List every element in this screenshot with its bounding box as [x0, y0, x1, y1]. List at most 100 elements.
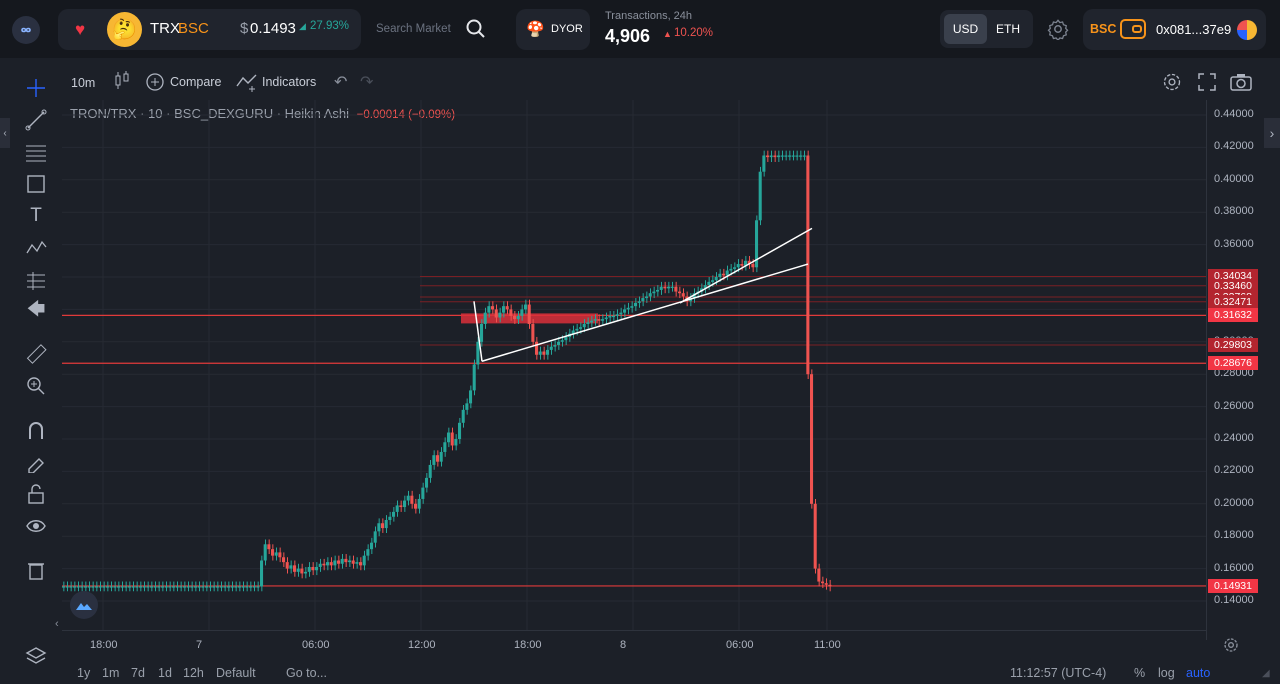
candle-body	[549, 346, 553, 350]
layers-icon[interactable]	[22, 642, 50, 670]
candle-body	[612, 315, 616, 318]
currency-eth-label: ETH	[996, 22, 1020, 36]
left-panel-toggle[interactable]: ‹	[0, 118, 10, 148]
wallet-pill[interactable]: BSC 0x081...37e9	[1083, 9, 1266, 50]
redo-icon[interactable]: ↷	[360, 74, 374, 91]
search-icon[interactable]	[466, 19, 486, 39]
candle-body	[579, 327, 583, 329]
log-toggle[interactable]: log	[1158, 666, 1175, 680]
candle-style-icon[interactable]	[113, 71, 131, 91]
price-axis-label: 0.14000	[1214, 594, 1254, 606]
candle-body	[443, 442, 447, 452]
candle-body	[615, 314, 619, 316]
candle-body	[531, 323, 535, 342]
candle-body	[762, 155, 766, 172]
range-button-default[interactable]: Default	[216, 666, 256, 680]
time-axis-label: 8	[620, 639, 627, 651]
candle-body	[784, 155, 788, 157]
pattern-icon[interactable]	[22, 234, 50, 262]
candle-body	[234, 586, 238, 588]
settings-gear-icon[interactable]	[1047, 18, 1069, 40]
scroll-left-icon[interactable]: ‹	[55, 618, 59, 630]
zoom-in-icon[interactable]	[22, 372, 50, 400]
transactions-label: Transactions, 24h	[605, 10, 693, 22]
favorite-heart-icon[interactable]: ♥	[75, 20, 86, 39]
price-tag: 0.14931	[1208, 578, 1258, 593]
search-input[interactable]: Search Market	[376, 23, 451, 35]
candle-body	[524, 304, 528, 310]
candle-body	[395, 505, 399, 512]
candle-body	[329, 562, 333, 566]
time-axis-label: 11:00	[814, 639, 841, 651]
prediction-icon[interactable]	[22, 266, 50, 294]
rectangle-icon[interactable]	[22, 170, 50, 198]
transactions-change: 10.20%	[674, 27, 714, 39]
lock-drawing-icon[interactable]	[22, 448, 50, 476]
currency-eth-button[interactable]: ETH	[988, 14, 1028, 44]
unlock-icon[interactable]	[22, 480, 50, 508]
candle-body	[318, 563, 322, 567]
undo-icon[interactable]: ↶	[334, 74, 348, 91]
currency-usd-button[interactable]: USD	[944, 14, 987, 44]
candle-body	[194, 586, 198, 588]
fullscreen-icon[interactable]	[1198, 73, 1216, 91]
magnet-icon[interactable]	[22, 416, 50, 444]
range-button-7d[interactable]: 7d	[131, 666, 145, 680]
candle-body	[707, 281, 711, 286]
transactions-up-icon: ▲	[663, 29, 672, 39]
percent-toggle[interactable]: %	[1134, 666, 1146, 680]
candle-body	[84, 586, 88, 588]
candle-body	[91, 586, 95, 588]
candle-body	[366, 549, 370, 556]
candle-body	[230, 586, 234, 588]
candle-body	[436, 455, 440, 462]
token-symbol[interactable]: TRX	[150, 20, 180, 37]
search-box[interactable]: Search Market	[362, 9, 498, 50]
candle-body	[432, 455, 436, 465]
horizontal-levels	[62, 275, 1206, 587]
wallet-icon	[1120, 19, 1146, 39]
chart-toolbar: 10m Compare Indicators ↶ ↷	[62, 62, 1262, 102]
candle-body	[685, 296, 689, 302]
candle-body	[223, 586, 227, 588]
horizontal-lines-icon[interactable]	[22, 138, 50, 166]
candle-body	[648, 293, 652, 297]
chart-settings-icon[interactable]	[1162, 72, 1182, 92]
candle-body	[626, 307, 630, 310]
candle-body	[564, 336, 568, 341]
crosshair-icon[interactable]	[22, 74, 50, 102]
camera-icon[interactable]	[1230, 73, 1252, 91]
candle-body	[212, 586, 216, 588]
candle-body	[249, 586, 253, 588]
goto-button[interactable]: Go to...	[286, 666, 327, 680]
trend-line-icon[interactable]	[22, 106, 50, 134]
trash-icon[interactable]	[22, 556, 50, 584]
ruler-icon[interactable]	[22, 340, 50, 368]
candle-body	[736, 264, 740, 268]
auto-toggle[interactable]: auto	[1186, 666, 1211, 680]
text-icon[interactable]: T	[30, 205, 42, 226]
candle-body	[381, 523, 385, 529]
range-button-1y[interactable]: 1y	[77, 666, 91, 680]
candle-body	[821, 581, 825, 584]
candle-body	[106, 586, 110, 588]
candle-body	[62, 586, 66, 588]
candle-body	[645, 296, 649, 299]
axis-settings-icon[interactable]	[1223, 637, 1239, 653]
range-button-1d[interactable]: 1d	[158, 666, 172, 680]
eye-icon[interactable]	[22, 512, 50, 540]
dyor-button[interactable]: 🍄 DYOR	[516, 9, 590, 50]
candle-body	[124, 586, 128, 588]
right-panel-toggle[interactable]: ›	[1264, 118, 1280, 148]
app-logo[interactable]	[12, 16, 40, 44]
range-button-12h[interactable]: 12h	[183, 666, 204, 680]
interval-button[interactable]: 10m	[71, 76, 96, 90]
range-button-1m[interactable]: 1m	[102, 666, 120, 680]
time-axis[interactable]	[62, 630, 1206, 660]
back-arrow-icon[interactable]: 🡄	[26, 299, 46, 319]
chart-watermark-logo[interactable]	[70, 591, 98, 619]
candle-body	[681, 293, 685, 297]
candle-body	[271, 549, 275, 556]
resize-handle-icon[interactable]: ◢	[1262, 668, 1270, 679]
